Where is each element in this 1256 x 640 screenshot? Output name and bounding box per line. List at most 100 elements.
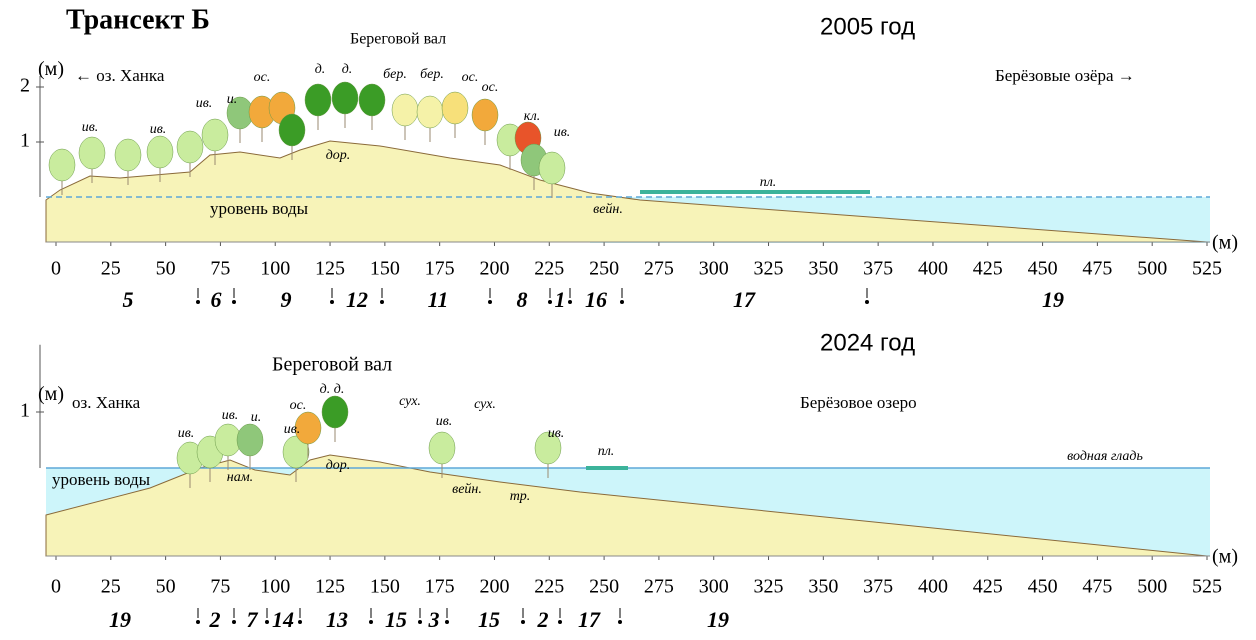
tree-crown — [332, 82, 358, 114]
x-tick-label: 100 — [260, 258, 290, 280]
zone-number: 12 — [346, 287, 368, 312]
x-tick-label: 325 — [754, 258, 784, 280]
annotation: ив. — [554, 125, 571, 140]
zone-dot — [369, 620, 373, 624]
tree-crown — [202, 119, 228, 151]
tree-crown — [79, 137, 105, 169]
y-unit: (м) — [38, 58, 64, 80]
zone-number: 2 — [537, 607, 549, 632]
tree-crown — [392, 94, 418, 126]
zone-number: 17 — [733, 287, 756, 312]
zone-dot — [865, 300, 869, 304]
annotation: ив. — [150, 122, 167, 137]
annotation: тр. — [510, 489, 531, 504]
x-tick-label: 300 — [699, 258, 729, 280]
annotation: ос. — [254, 70, 271, 85]
x-tick-label: 425 — [973, 258, 1003, 280]
zone-number: 19 — [707, 607, 729, 632]
zone-dot — [380, 300, 384, 304]
zone-dot — [445, 620, 449, 624]
tree-crown — [147, 136, 173, 168]
annotation: ив. — [178, 426, 195, 441]
zone-dot — [618, 620, 622, 624]
annotation: ив. — [222, 408, 239, 423]
x-tick-label: 175 — [425, 576, 455, 598]
x-tick-label: 400 — [918, 576, 948, 598]
tree-crown — [359, 84, 385, 116]
heading: Береговой вал — [272, 354, 392, 376]
x-tick-label: 175 — [425, 258, 455, 280]
annotation: нам. — [227, 470, 253, 485]
x-tick-label: 150 — [370, 576, 400, 598]
tree-crown — [305, 84, 331, 116]
zone-dot — [265, 620, 269, 624]
zone-dot — [488, 300, 492, 304]
annotation: Берёзовые озёра → — [995, 66, 1135, 85]
zone-number: 8 — [517, 287, 528, 312]
zone-dot — [330, 300, 334, 304]
tree-crown — [115, 139, 141, 171]
y-tick-label: 1 — [20, 400, 30, 422]
year: 2024 год — [820, 329, 915, 356]
annotation: уровень воды — [210, 199, 309, 218]
zone-number: 14 — [272, 607, 294, 632]
tree-crown — [177, 131, 203, 163]
x-tick-label: 250 — [589, 576, 619, 598]
heading: Береговой вал — [350, 31, 446, 48]
annotation: кл. — [524, 109, 540, 124]
x-tick-label: 375 — [863, 576, 893, 598]
tree-crown — [539, 152, 565, 184]
x-tick-label: 200 — [479, 576, 509, 598]
annotation: пл. — [598, 444, 615, 459]
annotation: ос. — [462, 70, 479, 85]
annotation: ив. — [436, 414, 453, 429]
year: 2005 год — [820, 13, 915, 40]
grass — [586, 466, 628, 470]
x-tick-label: 50 — [156, 258, 176, 280]
annotation: д. — [342, 62, 353, 77]
transect-diagram: Трансект Б (м)12025507510012515017520022… — [0, 0, 1256, 635]
annotation: и. — [227, 92, 238, 107]
x-tick-label: 375 — [863, 258, 893, 280]
x-tick-label: 450 — [1028, 258, 1058, 280]
annotation: сух. — [474, 397, 496, 412]
annotation: бер. — [420, 67, 444, 82]
x-tick-label: 75 — [210, 258, 230, 280]
zone-number: 2 — [209, 607, 221, 632]
x-tick-label: 125 — [315, 258, 345, 280]
x-tick-label: 300 — [699, 576, 729, 598]
zone-number: 6 — [211, 287, 222, 312]
x-tick-label: 500 — [1137, 576, 1167, 598]
x-tick-label: 275 — [644, 576, 674, 598]
y-tick-label: 1 — [20, 130, 30, 152]
zone-number: 15 — [385, 607, 407, 632]
annotation: ив. — [196, 96, 213, 111]
annotation: ← оз. Ханка — [75, 66, 165, 85]
annotation: д. — [315, 62, 326, 77]
zone-dot — [196, 300, 200, 304]
x-tick-label: 25 — [101, 576, 121, 598]
x-unit: (м) — [1212, 232, 1238, 254]
zone-dot — [232, 300, 236, 304]
zone-dot — [196, 620, 200, 624]
x-tick-label: 475 — [1082, 258, 1112, 280]
zone-number: 1 — [555, 287, 566, 312]
y-unit: (м) — [38, 383, 64, 405]
x-tick-label: 325 — [754, 576, 784, 598]
zone-dot — [568, 300, 572, 304]
annotation: уровень воды — [52, 470, 151, 489]
x-unit: (м) — [1212, 546, 1238, 568]
x-tick-label: 475 — [1082, 576, 1112, 598]
tree-crown — [417, 96, 443, 128]
zone-number: 3 — [428, 607, 440, 632]
x-tick-label: 525 — [1192, 576, 1222, 598]
zone-number: 16 — [585, 287, 607, 312]
x-tick-label: 125 — [315, 576, 345, 598]
x-tick-label: 50 — [156, 576, 176, 598]
zone-number: 9 — [281, 287, 292, 312]
annotation: ив. — [82, 120, 99, 135]
x-tick-label: 0 — [51, 258, 61, 280]
annotation: вейн. — [593, 202, 623, 217]
zone-dot — [298, 620, 302, 624]
x-tick-label: 275 — [644, 258, 674, 280]
